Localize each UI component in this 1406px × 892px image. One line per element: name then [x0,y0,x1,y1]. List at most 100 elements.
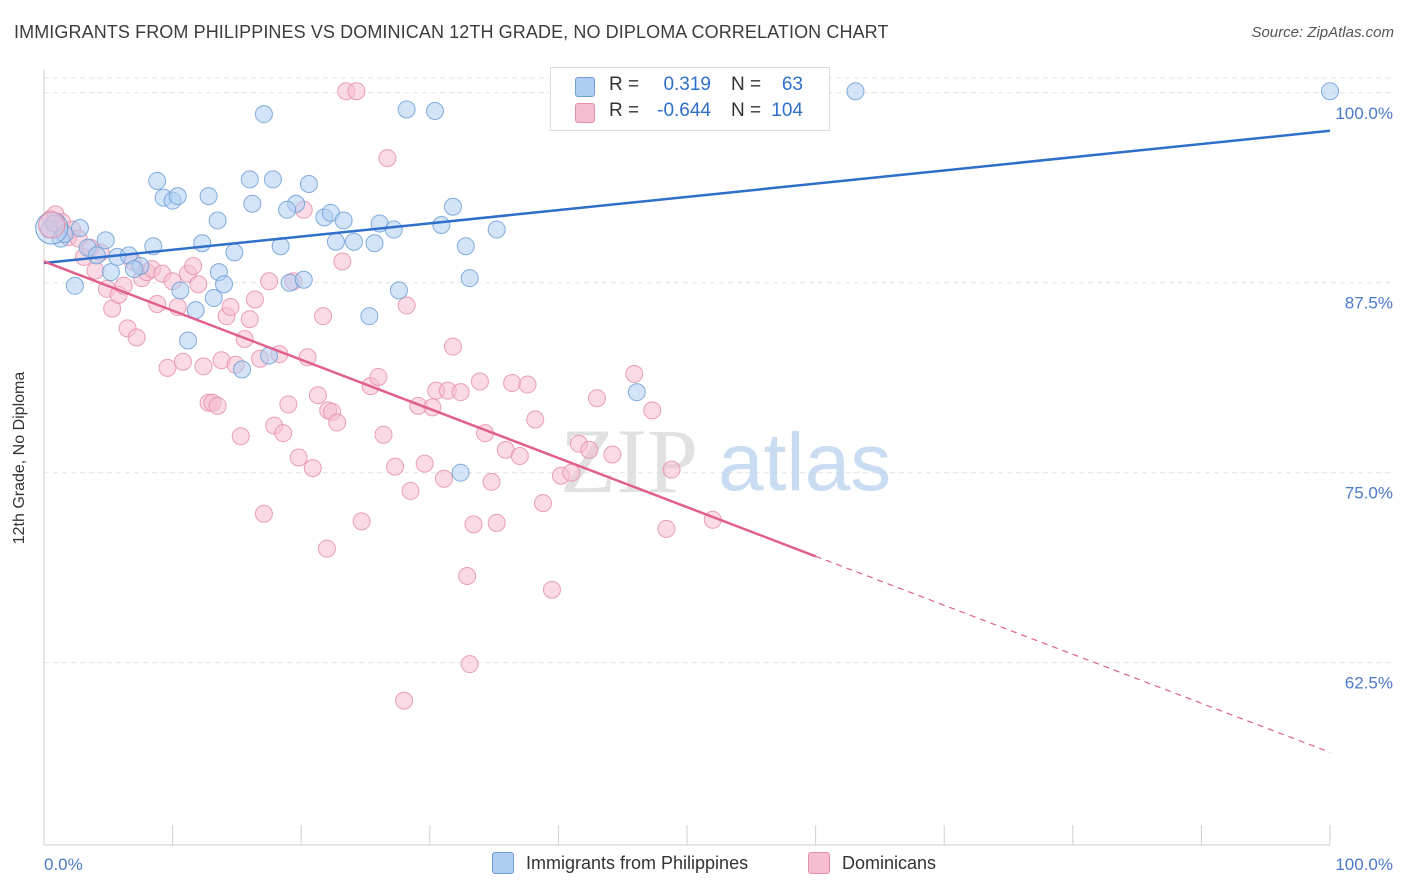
legend-r-value-2: -0.644 [657,100,711,121]
x-tick-label-min: 0.0% [44,855,83,874]
dominican-point [374,425,393,444]
dominican-point [542,580,561,599]
philippines-point [148,171,167,190]
philippines-point [263,170,282,189]
x-tick-label-max: 100.0% [1335,855,1393,874]
philippines-point [425,102,444,121]
dominican-point [254,504,273,523]
dominican-point [657,519,676,538]
philippines-point [389,281,408,300]
legend-r-value-1: 0.319 [663,74,711,95]
dominican-point [386,457,405,476]
dominican-point [470,372,489,391]
dominican-point [347,82,366,101]
philippines-point [65,276,84,295]
philippines-point [101,263,120,282]
philippines-point [487,220,506,239]
philippines-point [199,187,218,206]
dominican-point [643,401,662,420]
dominican-point [289,448,308,467]
dominican-point [303,459,322,478]
philippines-point [254,105,273,124]
dominican-point [221,298,240,317]
philippines-point [384,220,403,239]
philippines-point [125,260,144,279]
y-tick-label: 87.5% [1345,294,1393,313]
dominican-point [308,386,327,405]
dominican-point [401,481,420,500]
philippines-point [179,331,198,350]
philippines-point [278,200,297,219]
dominican-point [279,395,298,414]
philippines-point [344,232,363,251]
philippines-point [360,307,379,326]
dominican-trendline-extension [815,555,1331,753]
watermark-atlas: atlas [718,417,891,508]
legend-r-label-1: R = [609,74,640,95]
legend-item-philippines: Immigrants from Philippines [492,852,748,874]
dominican-point [526,410,545,429]
dominican-point [533,494,552,513]
dominican-trendline [43,260,817,558]
legend-label-dominicans: Dominicans [842,852,937,873]
philippines-point [365,234,384,253]
philippines-point [193,234,212,253]
dominican-point [587,389,606,408]
philippines-point [846,82,865,101]
y-tick-label: 62.5% [1345,674,1393,693]
dominican-point [503,374,522,393]
dominican-point [274,424,293,443]
dominican-point [625,364,644,383]
philippines-point [171,281,190,300]
philippines-point [299,174,318,193]
dominican-point [352,512,371,531]
points-layer [35,82,1339,710]
chart-title: IMMIGRANTS FROM PHILIPPINES VS DOMINICAN… [14,22,889,42]
legend-n-label-1: N = [731,74,762,95]
philippines-point [334,211,353,230]
philippines-point [204,288,223,307]
watermark-zip: ZIP [560,410,698,512]
philippines-point [240,170,259,189]
y-tick-label: 75.0% [1345,484,1393,503]
legend-n-value-2: 104 [771,100,803,121]
legend-bottom-swatch-dominicans [808,852,830,874]
dominican-point [194,357,213,376]
dominican-point [434,469,453,488]
axis-layer [43,70,1331,846]
dominican-point [378,149,397,168]
philippines-point [225,243,244,262]
tick-label-layer: 62.5% 75.0% 87.5% 100.0% 0.0% 100.0% [44,104,1393,874]
dominican-point-cluster [38,211,66,239]
dominican-point [208,396,227,415]
philippines-point [326,232,345,251]
philippines-point [233,360,252,379]
philippines-point [432,216,451,234]
dominican-point [397,296,416,315]
dominican-point [127,328,146,347]
dominican-point [369,367,388,386]
dominican-point [580,440,599,459]
philippines-point [1321,82,1339,101]
philippines-point [71,219,90,238]
dominican-point [443,337,462,356]
philippines-point [451,463,470,482]
dominican-point [86,261,105,280]
legend-r-label-2: R = [609,100,640,121]
philippines-point [87,246,106,265]
philippines-point [443,197,462,216]
dominican-point [415,454,434,473]
philippines-point [456,237,475,256]
philippines-point [96,231,115,250]
dominican-point [458,567,477,586]
trend-layer [43,129,1331,753]
dominican-point [245,290,264,309]
dominican-point [260,272,279,291]
legend-swatch-dominicans [575,103,595,123]
y-tick-label: 100.0% [1335,104,1393,123]
philippines-trendline [43,129,1331,265]
legend-n-value-1: 63 [781,74,803,95]
legend-label-philippines: Immigrants from Philippines [526,852,749,873]
legend-n-label-2: N = [731,100,762,121]
philippines-point [168,187,187,206]
